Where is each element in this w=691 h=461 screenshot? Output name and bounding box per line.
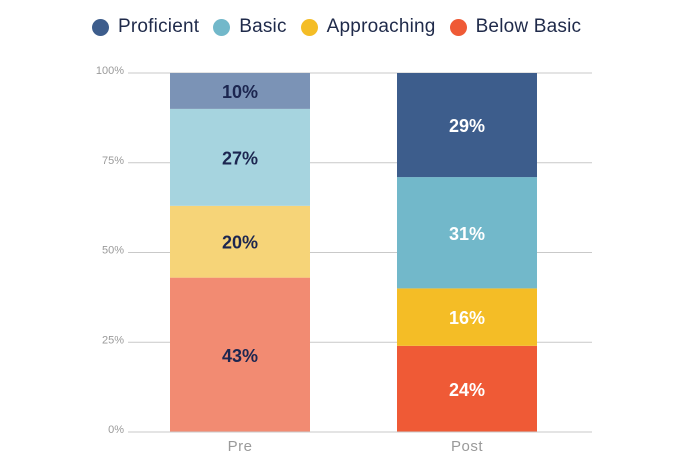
legend-item-below-basic: Below Basic — [449, 16, 582, 38]
legend-item-approaching: Approaching — [300, 16, 436, 38]
data-label-pre-basic: 27% — [222, 148, 258, 168]
bar-pre-proficient — [170, 73, 310, 109]
bar-post-approaching — [397, 288, 537, 346]
bar-post-below-basic — [397, 345, 537, 432]
bar-pre-approaching — [170, 205, 310, 278]
legend-label-below-basic: Below Basic — [475, 16, 582, 37]
x-tick-label-post: Post — [451, 438, 483, 455]
data-label-post-basic: 31% — [449, 224, 485, 244]
legend-item-proficient: Proficient — [92, 16, 199, 38]
legend-swatch-below-basic — [449, 18, 467, 36]
data-label-post-proficient: 29% — [449, 116, 485, 136]
legend-swatch-proficient — [92, 18, 109, 36]
bar-post-basic — [397, 177, 537, 289]
legend-swatch-basic — [213, 18, 231, 36]
data-label-pre-approaching: 20% — [222, 233, 258, 253]
y-tick-label-100: 100% — [96, 65, 124, 77]
data-label-pre-below-basic: 43% — [222, 346, 258, 366]
legend-item-basic: Basic — [213, 16, 286, 38]
y-tick-label-25: 25% — [102, 334, 124, 346]
data-label-pre-proficient: 10% — [222, 82, 258, 102]
legend-label-approaching: Approaching — [326, 16, 436, 37]
data-label-post-approaching: 16% — [449, 308, 485, 328]
legend: Proficient Basic Approaching Below Basic — [92, 12, 581, 42]
legend-swatch-approaching — [300, 18, 318, 36]
bar-pre-basic — [170, 108, 310, 206]
y-tick-label-50: 50% — [102, 245, 124, 257]
y-tick-label-0: 0% — [108, 424, 124, 436]
legend-label-basic: Basic — [239, 16, 287, 37]
bar-post-proficient — [397, 73, 537, 178]
x-tick-label-pre: Pre — [228, 438, 253, 455]
bar-pre-below-basic — [170, 277, 310, 432]
data-label-post-below-basic: 24% — [449, 380, 485, 400]
legend-label-proficient: Proficient — [118, 16, 200, 37]
y-tick-label-75: 75% — [102, 155, 124, 167]
